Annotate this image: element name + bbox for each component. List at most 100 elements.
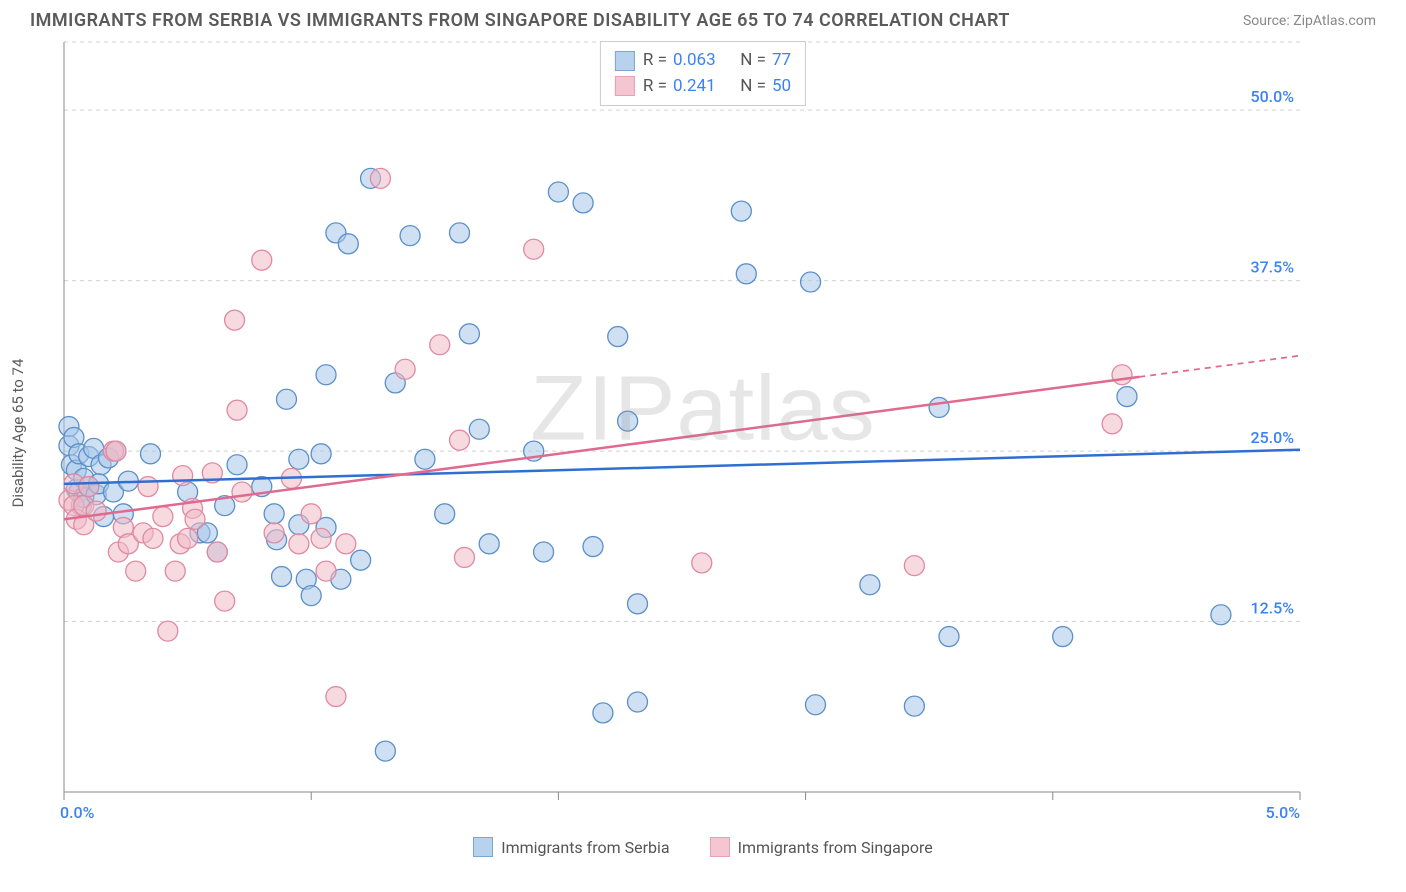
source-label: Source: ZipAtlas.com — [1243, 13, 1376, 29]
n-label: N = — [740, 48, 766, 74]
data-point — [86, 501, 106, 521]
data-point — [801, 272, 821, 292]
data-point — [692, 553, 712, 573]
data-point — [252, 250, 272, 270]
data-point — [450, 223, 470, 243]
data-point — [583, 537, 603, 557]
data-point — [301, 586, 321, 606]
data-point — [415, 449, 435, 469]
data-point — [138, 477, 158, 497]
data-point — [904, 696, 924, 716]
data-point — [338, 234, 358, 254]
data-point — [316, 365, 336, 385]
legend-swatch — [710, 837, 730, 857]
data-point — [264, 523, 284, 543]
data-point — [860, 575, 880, 595]
data-point — [375, 741, 395, 761]
data-point — [289, 449, 309, 469]
data-point — [351, 550, 371, 570]
scatter-chart: 12.5%25.0%37.5%50.0%0.0%5.0% — [30, 37, 1310, 829]
data-point — [395, 359, 415, 379]
data-point — [929, 397, 949, 417]
legend-row: R = 0.241 N = 50 — [615, 74, 791, 100]
data-point — [311, 528, 331, 548]
data-point — [469, 419, 489, 439]
data-point — [153, 507, 173, 527]
legend-swatch — [615, 76, 635, 96]
data-point — [276, 389, 296, 409]
data-point — [272, 567, 292, 587]
legend-swatch — [473, 837, 493, 857]
data-point — [593, 703, 613, 723]
data-point — [805, 695, 825, 715]
trend-line — [64, 450, 1300, 484]
data-point — [370, 168, 390, 188]
data-point — [141, 444, 161, 464]
data-point — [1117, 387, 1137, 407]
data-point — [232, 482, 252, 502]
series-label: Immigrants from Singapore — [738, 838, 933, 857]
data-point — [450, 430, 470, 450]
data-point — [904, 556, 924, 576]
data-point — [430, 335, 450, 355]
r-label: R = — [643, 74, 667, 100]
y-tick-label: 50.0% — [1250, 87, 1294, 106]
legend-swatch — [615, 51, 635, 71]
data-point — [264, 504, 284, 524]
data-point — [524, 239, 544, 259]
data-point — [435, 504, 455, 524]
data-point — [573, 193, 593, 213]
data-point — [227, 400, 247, 420]
data-point — [178, 528, 198, 548]
data-point — [143, 528, 163, 548]
data-point — [225, 310, 245, 330]
data-point — [548, 182, 568, 202]
y-axis-label: Disability Age 65 to 74 — [9, 359, 27, 508]
n-label: N = — [740, 74, 766, 100]
data-point — [185, 509, 205, 529]
y-tick-label: 25.0% — [1250, 428, 1294, 447]
data-point — [608, 327, 628, 347]
y-tick-label: 12.5% — [1250, 599, 1294, 618]
data-point — [326, 687, 346, 707]
data-point — [731, 201, 751, 221]
data-point — [1102, 414, 1122, 434]
data-point — [939, 627, 959, 647]
data-point — [628, 692, 648, 712]
data-point — [1112, 365, 1132, 385]
chart-title: IMMIGRANTS FROM SERBIA VS IMMIGRANTS FRO… — [30, 10, 1010, 31]
r-label: R = — [643, 48, 667, 74]
data-point — [215, 591, 235, 611]
legend-item: Immigrants from Singapore — [710, 837, 933, 857]
data-point — [336, 534, 356, 554]
legend-row: R = 0.063 N = 77 — [615, 48, 791, 74]
data-point — [479, 534, 499, 554]
data-point — [106, 441, 126, 461]
data-point — [736, 264, 756, 284]
data-point — [459, 324, 479, 344]
n-value: 50 — [772, 74, 791, 100]
legend-item: Immigrants from Serbia — [473, 837, 669, 857]
correlation-legend: R = 0.063 N = 77R = 0.241 N = 50 — [600, 41, 806, 106]
data-point — [316, 561, 336, 581]
data-point — [301, 504, 321, 524]
series-legend: Immigrants from Serbia Immigrants from Si… — [0, 837, 1406, 857]
data-point — [534, 542, 554, 562]
data-point — [165, 561, 185, 581]
r-value: 0.241 — [673, 74, 716, 100]
data-point — [628, 594, 648, 614]
x-max-label: 5.0% — [1266, 803, 1301, 822]
data-point — [618, 411, 638, 431]
data-point — [207, 542, 227, 562]
data-point — [1211, 605, 1231, 625]
data-point — [173, 466, 193, 486]
series-label: Immigrants from Serbia — [501, 838, 669, 857]
trend-line-extrapolated — [1139, 356, 1300, 377]
n-value: 77 — [772, 48, 791, 74]
data-point — [158, 621, 178, 641]
data-point — [289, 534, 309, 554]
x-min-label: 0.0% — [60, 803, 95, 822]
data-point — [1053, 627, 1073, 647]
r-value: 0.063 — [673, 48, 716, 74]
data-point — [311, 444, 331, 464]
